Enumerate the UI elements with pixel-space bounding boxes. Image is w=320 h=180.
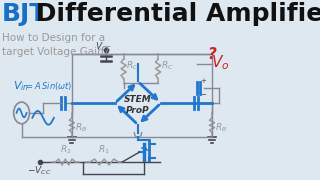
Text: $R_C$: $R_C$ (126, 60, 139, 72)
Text: BJT: BJT (2, 2, 47, 26)
Text: $R_1$: $R_1$ (98, 144, 110, 156)
Text: +: + (200, 78, 206, 84)
Text: STEM
ProP: STEM ProP (124, 95, 152, 115)
Text: Differential Amplifier: Differential Amplifier (27, 2, 320, 26)
Text: $R_2$: $R_2$ (60, 144, 71, 156)
Text: $R_B$: $R_B$ (75, 121, 87, 134)
Text: $V_o$: $V_o$ (212, 53, 230, 72)
Text: How to Design for a
target Voltage Gain?: How to Design for a target Voltage Gain? (2, 33, 109, 57)
Text: $R_C$: $R_C$ (161, 60, 174, 72)
Text: $V_{CC}$: $V_{CC}$ (95, 40, 112, 53)
Text: $R_B$: $R_B$ (215, 121, 227, 134)
Text: −: − (200, 92, 206, 98)
Text: $V_{in}$: $V_{in}$ (13, 80, 29, 93)
Text: $= A\,Sin(\omega t)$: $= A\,Sin(\omega t)$ (24, 80, 73, 92)
Text: $-V_{CC}$: $-V_{CC}$ (27, 165, 52, 177)
Text: ?: ? (208, 47, 216, 62)
